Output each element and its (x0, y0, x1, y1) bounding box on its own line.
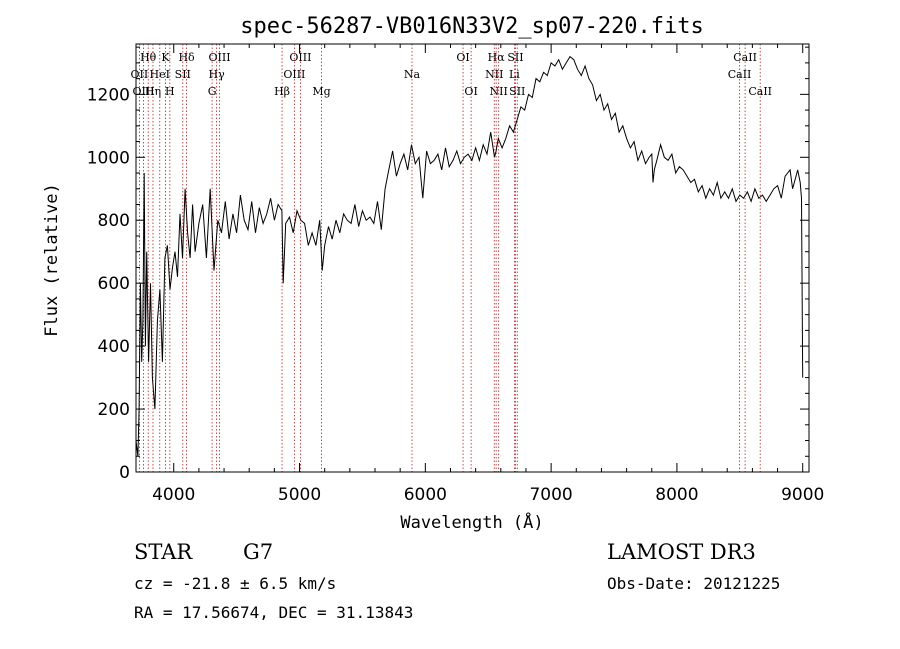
line-label-8: Hδ (178, 51, 195, 64)
x-tick-label-4000: 4000 (152, 485, 195, 505)
spectral-line-markers (138, 44, 761, 472)
line-label-23: SII (507, 51, 523, 64)
line-label-20: Hα (488, 51, 506, 64)
y-tick-label-800: 800 (98, 211, 130, 231)
y-tick-label-200: 200 (98, 400, 130, 420)
line-label-21: NII (490, 85, 508, 98)
subclass: G7 (243, 540, 274, 564)
x-tick-label-5000: 5000 (278, 485, 321, 505)
line-label-5: K (161, 51, 170, 64)
line-label-19: NII (485, 68, 503, 81)
x-tick-label-6000: 6000 (404, 485, 447, 505)
line-label-18: OI (464, 85, 477, 98)
survey-name: LAMOST DR3 (607, 540, 756, 564)
line-label-25: CaII (728, 68, 752, 81)
x-tick-label-9000: 9000 (781, 485, 824, 505)
line-label-1: OII (131, 68, 149, 81)
line-label-27: CaII (748, 85, 772, 98)
y-tick-label-400: 400 (98, 337, 130, 357)
line-label-3: Hη (145, 85, 161, 98)
x-axis-label: Wavelength (Å) (400, 511, 543, 533)
redshift-text: cz = -21.8 ± 6.5 km/s (134, 574, 337, 593)
line-label-0: Hθ (140, 51, 157, 64)
line-label-10: OIII (208, 51, 230, 64)
coordinates-text: RA = 17.56674, DEC = 31.13843 (134, 603, 414, 622)
line-label-13: OIII (283, 68, 305, 81)
line-label-17: OI (456, 51, 469, 64)
x-axis-ticks: 4000 5000 6000 7000 8000 9000 (152, 44, 824, 505)
line-label-14: OIII (289, 51, 311, 64)
line-label-24: SII (509, 85, 525, 98)
x-tick-label-8000: 8000 (655, 485, 698, 505)
line-label-22: Li (509, 68, 520, 81)
x-tick-label-7000: 7000 (529, 485, 572, 505)
line-label-11: Hγ (209, 68, 226, 81)
y-tick-label-1000: 1000 (87, 148, 130, 168)
line-label-16: Na (404, 68, 421, 81)
line-label-7: SII (175, 68, 191, 81)
y-tick-label-0: 0 (119, 463, 130, 483)
object-class: STAR (134, 540, 193, 564)
line-label-4: HeI (150, 68, 170, 81)
y-tick-label-600: 600 (98, 274, 130, 294)
plot-frame (135, 43, 810, 473)
line-label-12: Hβ (274, 85, 290, 98)
spectral-line-labels: HθOIIOIIIHηHeIKHSIIHδGOIIIHγHβOIIIOIIIMg… (131, 51, 772, 98)
line-label-15: Mg (312, 85, 330, 98)
y-tick-label-1200: 1200 (87, 85, 130, 105)
observation-date: Obs-Date: 20121225 (607, 574, 781, 593)
line-label-6: H (165, 85, 175, 98)
line-label-26: CaII (733, 51, 757, 64)
y-axis-ticks: 0 200 400 600 800 1000 1200 (87, 46, 809, 483)
y-axis-label: Flux (relative) (42, 183, 62, 337)
line-label-9: G (208, 85, 217, 98)
flux-series-line (135, 55, 804, 457)
chart-title: spec-56287-VB016N33V2_sp07-220.fits (240, 14, 704, 39)
